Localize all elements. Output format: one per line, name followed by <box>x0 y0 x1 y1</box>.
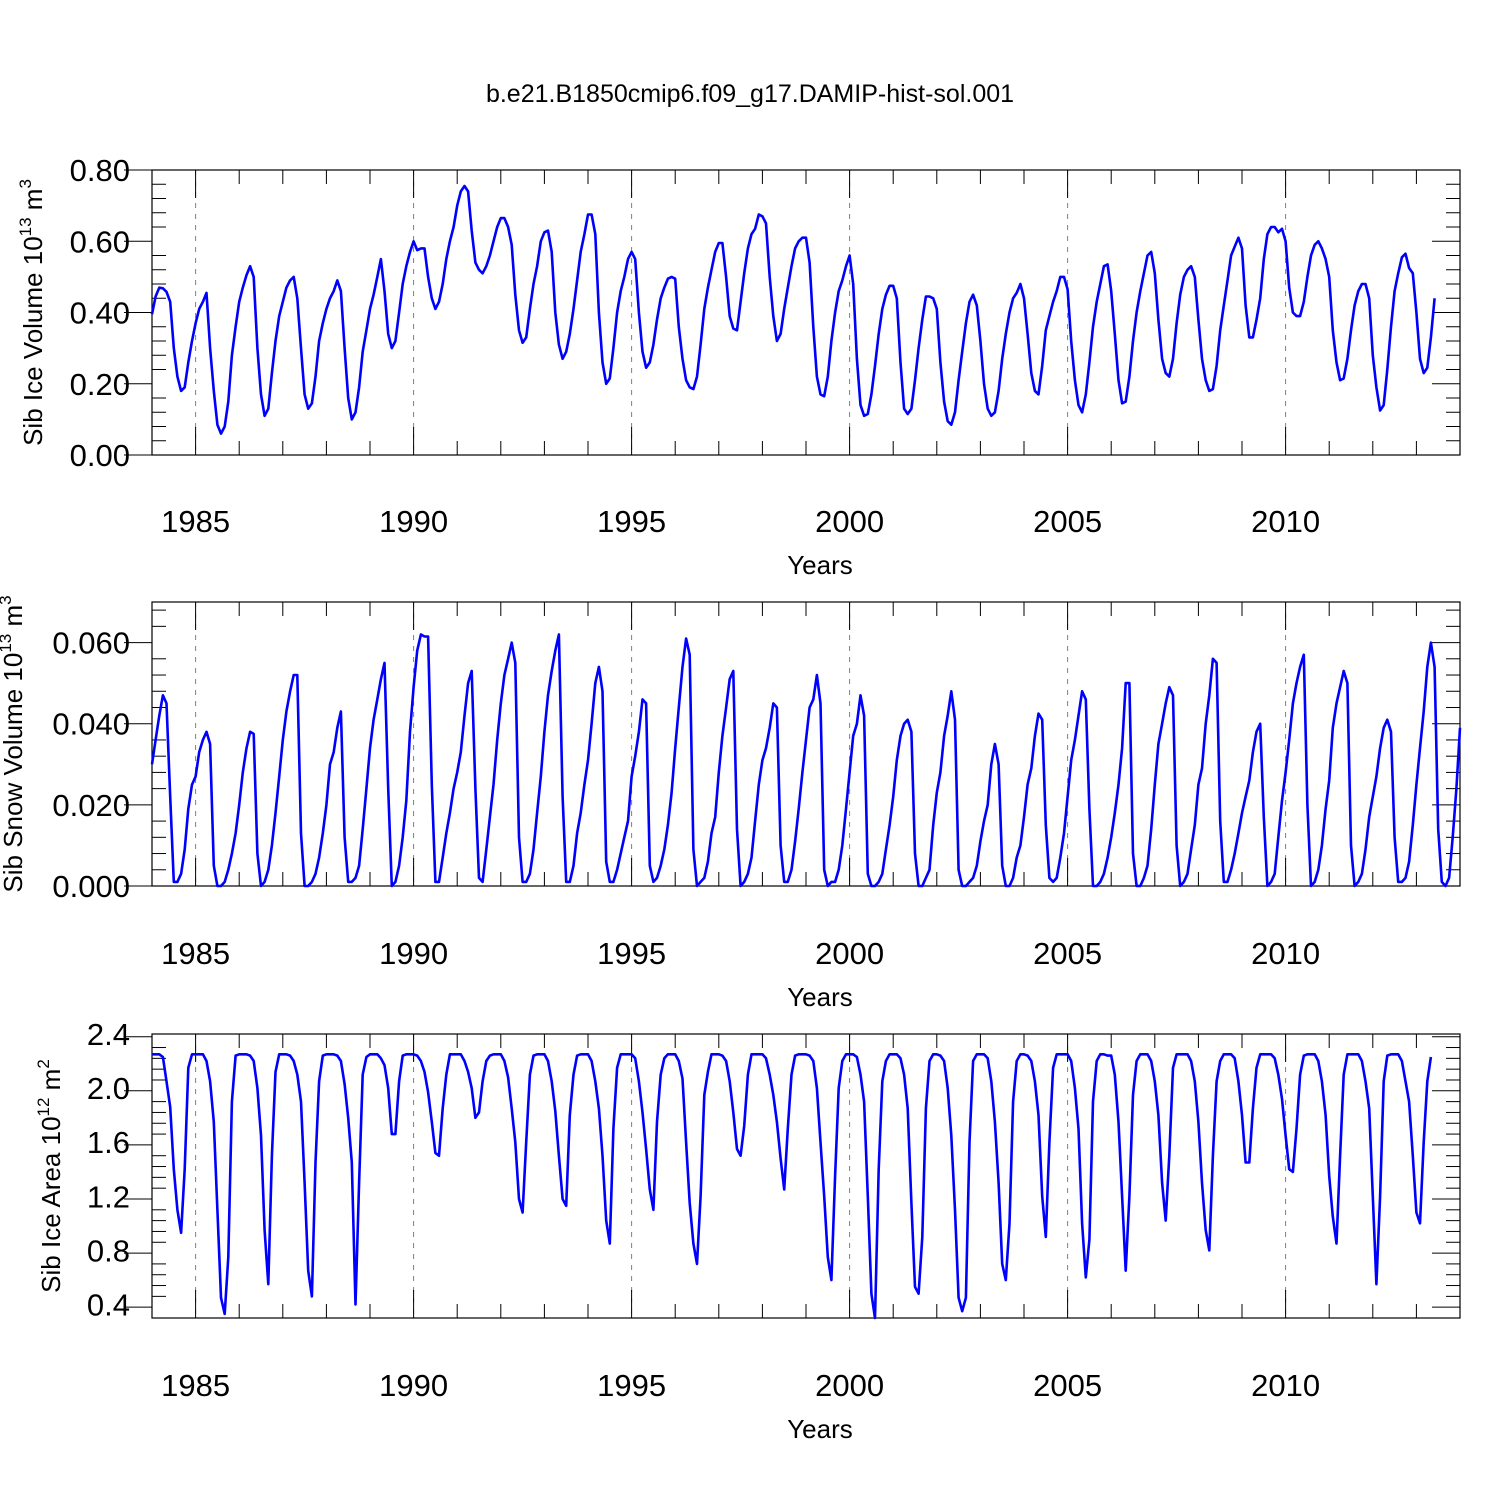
y-axis-label: Sib Ice Area 1012 m2 <box>34 1059 66 1293</box>
x-axis-label: Years <box>787 550 853 580</box>
y-tick-label: 2.4 <box>87 1017 130 1052</box>
plot-frame <box>151 1033 1461 1319</box>
y-label-ylabel_unit_exp: 3 <box>0 595 15 604</box>
y-label-ylabel_unit: m <box>36 1069 66 1098</box>
y-tick-label: 0.040 <box>52 707 130 742</box>
y-label-ylabel_unit_exp: 2 <box>34 1059 53 1068</box>
x-tick-label: 2005 <box>1033 936 1102 971</box>
y-tick-label: 0.020 <box>52 788 130 823</box>
y-tick-label: 0.4 <box>87 1287 130 1322</box>
x-tick-label: 2000 <box>815 936 884 971</box>
y-tick-label: 0.60 <box>70 224 130 259</box>
x-tick-label: 1985 <box>161 1368 230 1403</box>
x-tick-label: 1985 <box>161 504 230 539</box>
x-tick-label: 1990 <box>379 1368 448 1403</box>
x-tick-label: 1990 <box>379 504 448 539</box>
y-label-ylabel_exp: 13 <box>16 217 35 236</box>
x-tick-label: 2010 <box>1251 1368 1320 1403</box>
y-label-ylabel: Sib Snow Volume 10 <box>0 653 28 893</box>
y-tick-label: 0.00 <box>70 438 130 473</box>
x-tick-label: 2005 <box>1033 1368 1102 1403</box>
y-tick-label: 1.6 <box>87 1125 130 1160</box>
x-tick-label: 1985 <box>161 936 230 971</box>
y-tick-label: 0.80 <box>70 153 130 188</box>
y-tick-label: 0.20 <box>70 367 130 402</box>
x-tick-label: 1990 <box>379 936 448 971</box>
y-label-ylabel: Sib Ice Volume 10 <box>18 236 48 446</box>
x-tick-label: 2000 <box>815 504 884 539</box>
y-label-ylabel_unit_exp: 3 <box>16 179 35 188</box>
y-label-ylabel_unit: m <box>0 605 28 634</box>
figure-title: b.e21.B1850cmip6.f09_g17.DAMIP-hist-sol.… <box>485 80 1015 108</box>
y-tick-label: 0.000 <box>52 869 130 904</box>
x-tick-label: 2010 <box>1251 504 1320 539</box>
y-tick-label: 0.060 <box>52 626 130 661</box>
y-tick-label: 1.2 <box>87 1179 130 1214</box>
series-line-0 <box>150 633 1462 888</box>
y-tick-label: 0.40 <box>70 296 130 331</box>
x-tick-label: 1995 <box>597 504 666 539</box>
x-tick-label: 2000 <box>815 1368 884 1403</box>
plot-frame <box>151 169 1461 456</box>
y-tick-label: 0.8 <box>87 1233 130 1268</box>
y-axis-label: Sib Snow Volume 1013 m3 <box>0 595 28 892</box>
x-tick-label: 1995 <box>597 936 666 971</box>
y-label-ylabel: Sib Ice Area 10 <box>36 1116 66 1292</box>
series-line-0 <box>152 1053 1433 1320</box>
x-axis-label: Years <box>787 1414 853 1444</box>
y-axis-label: Sib Ice Volume 1013 m3 <box>16 179 48 446</box>
x-tick-label: 2010 <box>1251 936 1320 971</box>
y-label-ylabel_exp: 13 <box>0 634 15 653</box>
y-tick-label: 2.0 <box>87 1071 130 1106</box>
y-label-ylabel_exp: 12 <box>34 1098 53 1117</box>
x-axis-label: Years <box>787 982 853 1012</box>
panel-ice-area: 0.4 0.8 1.2 1.6 2.0 2.4 1985 1990 1995 2000 2005 20… <box>34 1017 1461 1444</box>
panel-ice-volume: 0.00 0.20 0.40 0.60 0.80 1985 1990 1995 2000 2005… <box>16 153 1461 580</box>
panel-snow-volume: 0.000 0.020 0.040 0.060 1985 1990 1995 2000 2005… <box>0 595 1462 1012</box>
series-line-0 <box>150 184 1436 435</box>
x-tick-label: 1995 <box>597 1368 666 1403</box>
y-label-ylabel_unit: m <box>18 189 48 218</box>
x-tick-label: 2005 <box>1033 504 1102 539</box>
